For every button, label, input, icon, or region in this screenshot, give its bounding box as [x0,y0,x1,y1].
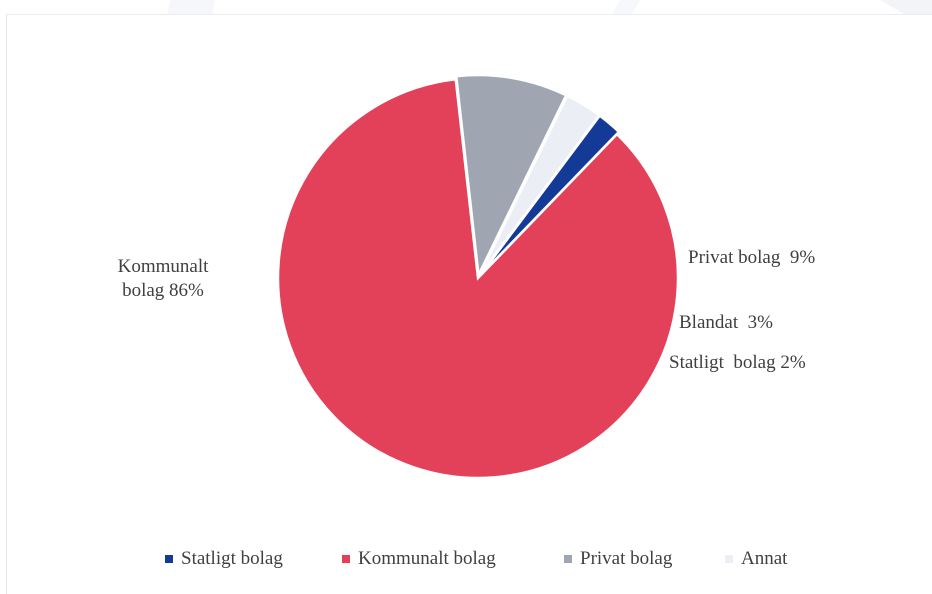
data-labels: Kommunalt bolag 86% Privat bolag 9% Blandat… [118,247,816,373]
legend-label: Statligt bolag [181,548,283,569]
legend-item-kommunalt-bolag: Kommunalt bolag [342,548,496,569]
pie-slices [276,73,680,480]
legend-label: Privat bolag [580,548,673,569]
legend-label: Annat [741,548,788,569]
pie-slice-privat-bolag [454,73,568,280]
legend-item-annat: Annat [725,548,788,569]
legend-label: Kommunalt bolag [358,548,496,569]
data-label-blandat: Blandat 3% [679,312,773,333]
legend-swatch [165,555,173,563]
legend-swatch [342,555,350,563]
data-label-statligt-bolag: Statligt bolag 2% [669,352,806,373]
legend-swatch [564,555,572,563]
legend-item-privat-bolag: Privat bolag [564,548,673,569]
legend-swatch [725,555,733,563]
data-label-kommunalt-bolag: Kommunalt bolag 86% [118,256,209,301]
legend: Statligt bolag Kommunalt bolag Privat bola… [165,548,788,569]
data-label-privat-bolag: Privat bolag 9% [688,247,815,268]
legend-item-statligt-bolag: Statligt bolag [165,548,283,569]
pie-slice-statligt-bolag [478,113,621,277]
